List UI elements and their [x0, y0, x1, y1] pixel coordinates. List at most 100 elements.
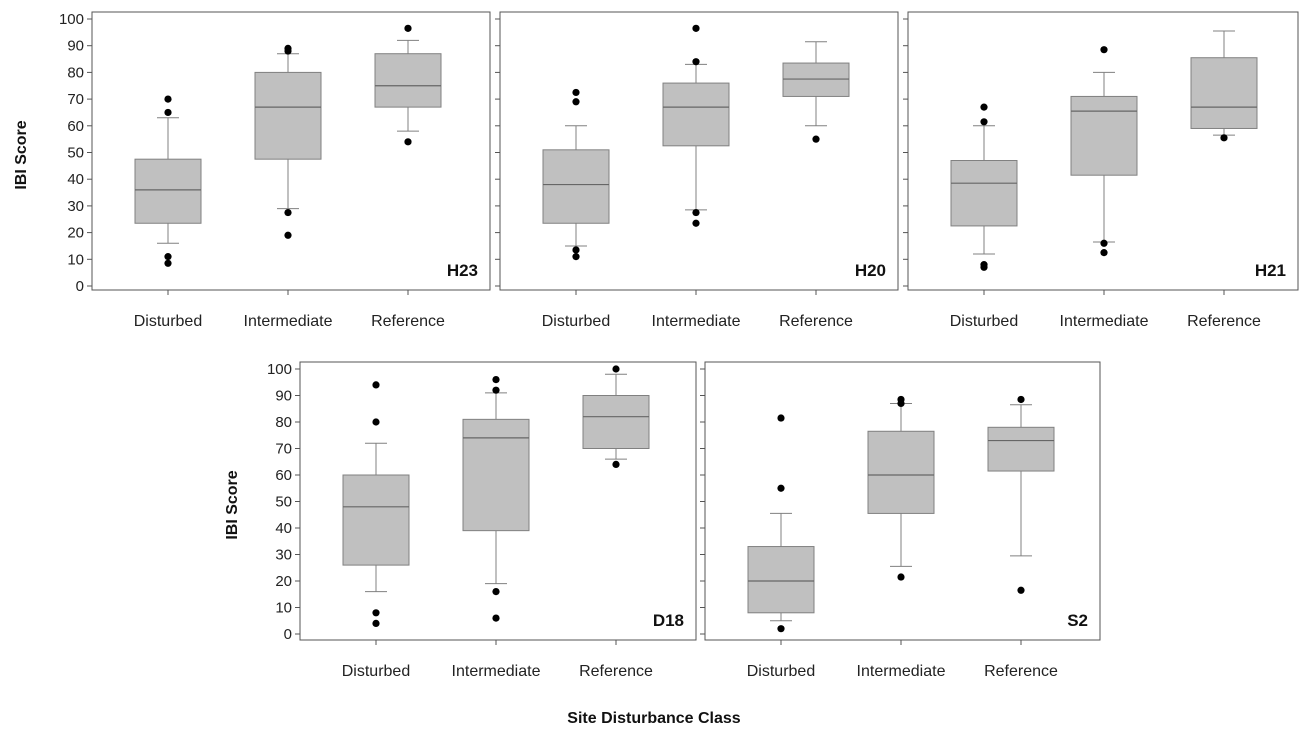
x-axis-title: Site Disturbance Class	[567, 710, 741, 727]
x-tick-label: Reference	[984, 663, 1058, 680]
outlier-point	[492, 386, 500, 394]
outlier-point	[612, 365, 620, 373]
y-tick-label: 20	[275, 573, 292, 590]
panel-label: S2	[1067, 611, 1088, 630]
x-tick-label: Disturbed	[542, 313, 610, 330]
outlier-point	[692, 58, 700, 66]
y-tick-label: 90	[67, 38, 84, 55]
outlier-point	[612, 460, 620, 468]
x-tick-label: Reference	[1187, 313, 1261, 330]
box-iqr	[462, 418, 530, 532]
outlier-point	[572, 88, 580, 97]
x-tick-label: Disturbed	[950, 313, 1018, 330]
y-tick-label: 70	[67, 91, 84, 108]
outlier-point	[164, 253, 172, 261]
box-iqr	[374, 53, 442, 108]
panel-d18: 0 10 20 30 40 50 60 70 80 90 100 Disturbed Intermedi…	[267, 361, 697, 680]
box-intermediate	[1070, 46, 1138, 257]
box-iqr	[254, 71, 322, 160]
outlier-point	[492, 614, 500, 622]
outlier-point	[692, 208, 700, 217]
box-intermediate	[254, 44, 322, 239]
box-reference	[987, 395, 1055, 594]
y-tick-label: 50	[67, 145, 84, 162]
outlier-point	[1100, 46, 1108, 54]
outlier-point	[1220, 134, 1228, 142]
outlier-point	[404, 138, 412, 146]
box-iqr	[747, 546, 815, 614]
x-tick-label: Reference	[779, 313, 853, 330]
outlier-point	[692, 219, 700, 227]
y-tick-label: 90	[275, 388, 292, 405]
x-tick-label: Disturbed	[134, 313, 202, 330]
box-reference	[782, 41, 850, 143]
x-tick-label: Reference	[579, 663, 653, 680]
outlier-point	[812, 135, 820, 143]
outlier-point	[164, 259, 172, 267]
box-intermediate	[662, 24, 730, 227]
panel-h20: Disturbed Intermediate Reference H20	[495, 11, 899, 330]
panel-label: H23	[447, 261, 478, 280]
outlier-point	[572, 98, 580, 106]
panel-label: H21	[1255, 261, 1286, 280]
outlier-point	[572, 246, 580, 254]
y-tick-label: 80	[275, 414, 292, 431]
box-iqr	[1070, 95, 1138, 176]
outlier-point	[777, 625, 785, 633]
box-iqr	[867, 430, 935, 514]
x-tick-label: Intermediate	[244, 313, 333, 330]
panel-frame	[91, 11, 491, 291]
box-reference	[374, 24, 442, 146]
x-tick-label: Reference	[371, 313, 445, 330]
outlier-point	[284, 231, 292, 239]
outlier-point	[1017, 586, 1025, 594]
outlier-point	[572, 253, 580, 261]
outlier-point	[164, 108, 172, 117]
x-tick-label: Intermediate	[452, 663, 541, 680]
panel-frame	[907, 11, 1299, 291]
outlier-point	[372, 381, 380, 389]
y-tick-label: 10	[67, 251, 84, 268]
outlier-point	[1100, 249, 1108, 257]
outlier-point	[372, 609, 380, 617]
box-reference	[582, 365, 650, 468]
y-axis-title-top: IBI Score	[13, 120, 30, 189]
y-tick-label: 60	[67, 118, 84, 135]
outlier-point	[692, 24, 700, 32]
box-disturbed	[342, 381, 410, 628]
y-tick-label: 50	[275, 494, 292, 511]
box-iqr	[950, 160, 1018, 227]
y-tick-label: 30	[275, 547, 292, 564]
panel-s2: Disturbed Intermediate Reference S2	[700, 361, 1101, 680]
box-disturbed	[542, 88, 610, 261]
box-iqr	[1190, 57, 1258, 129]
y-tick-label: 10	[275, 600, 292, 617]
outlier-point	[980, 118, 988, 126]
box-iqr	[782, 62, 850, 97]
box-iqr	[134, 158, 202, 224]
outlier-point	[372, 418, 380, 426]
outlier-point	[777, 414, 785, 422]
y-tick-label: 100	[59, 11, 84, 28]
y-tick-label: 20	[67, 225, 84, 242]
box-iqr	[542, 149, 610, 224]
panel-label: H20	[855, 261, 886, 280]
panel-label: D18	[653, 611, 684, 630]
box-disturbed	[747, 414, 815, 633]
box-iqr	[342, 474, 410, 566]
y-tick-label: 100	[267, 361, 292, 378]
y-tick-label: 40	[275, 520, 292, 537]
outlier-point	[284, 208, 292, 217]
box-disturbed	[950, 103, 1018, 271]
y-tick-label: 0	[284, 626, 292, 643]
y-tick-label: 0	[76, 278, 84, 295]
box-intermediate	[867, 395, 935, 581]
outlier-point	[897, 573, 905, 581]
x-tick-label: Disturbed	[342, 663, 410, 680]
outlier-point	[492, 588, 500, 596]
outlier-point	[777, 484, 785, 492]
box-reference	[1190, 30, 1258, 142]
outlier-point	[372, 619, 380, 628]
